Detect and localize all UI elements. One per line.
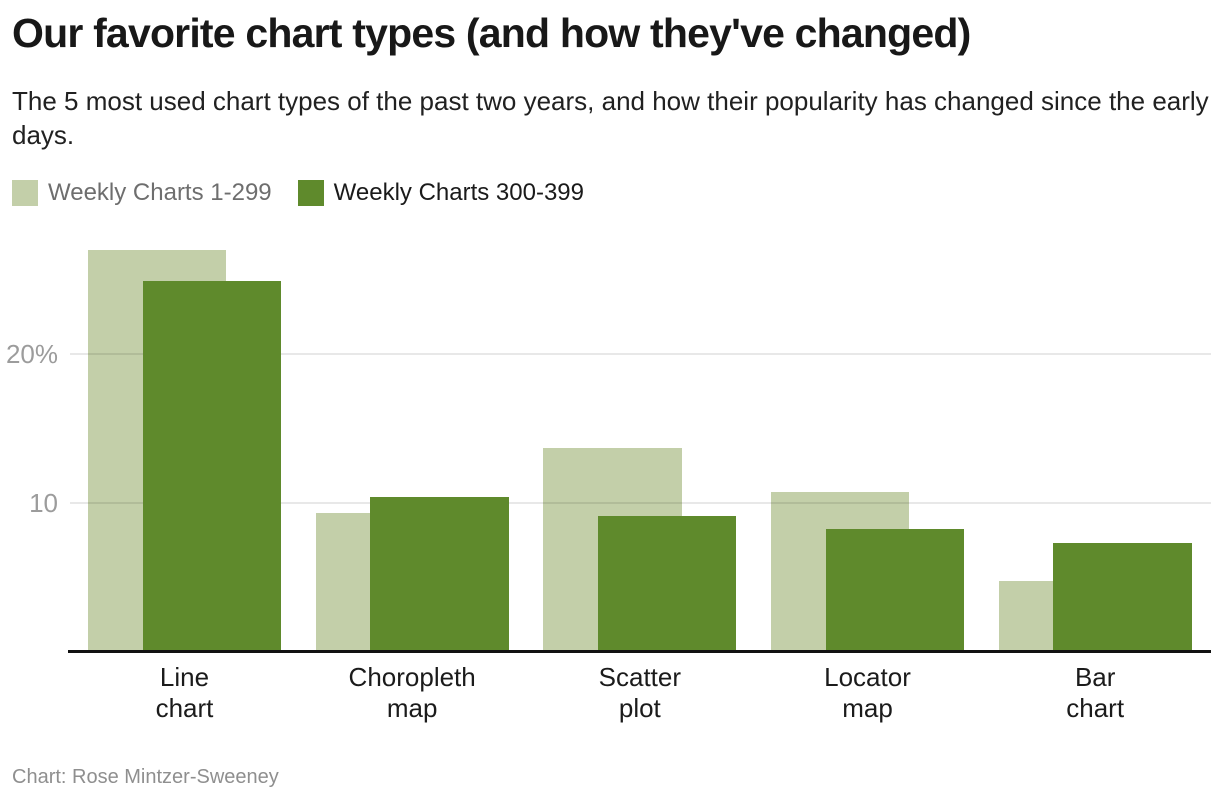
legend-swatch-icon [297,180,324,206]
x-axis-label-choropleth-map: Choropleth map [302,662,522,724]
x-axis-label-line: Choropleth [348,662,476,692]
y-axis-tick-label: 20% [5,339,58,369]
x-axis-label-line: Scatter [598,662,682,692]
chart-title: Our favorite chart types (and how they'v… [12,10,971,56]
bar-weekly-charts-300-399-choropleth-map [370,496,509,651]
x-axis-label-locator-map: Locator map [758,662,978,724]
x-axis-label-scatter-plot: Scatter plot [530,662,750,724]
bar-weekly-charts-300-399-bar-chart [1053,542,1192,651]
legend-label: Weekly Charts 300-399 [333,179,585,206]
legend-swatch-icon [12,180,38,206]
bar-weekly-charts-300-399-line-chart [142,281,281,651]
x-axis-label-line: Locator [824,662,911,692]
gridline-10 [70,501,1211,504]
x-axis-label-line: plot [618,693,661,723]
chart-subtitle: The 5 most used chart types of the past … [12,86,1209,150]
x-axis-label-line: map [386,693,438,723]
x-axis-label-line-chart: Line chart [75,662,295,724]
bar-weekly-charts-300-399-scatter-plot [598,515,737,651]
x-axis-line [68,650,1211,653]
legend: Weekly Charts 1-299 Weekly Charts 300-399 [12,179,610,207]
x-axis-label-line: Line [159,662,210,692]
gridline-20 [70,353,1211,355]
x-axis-label-bar-chart: Bar chart [985,662,1205,724]
x-axis-label-line: chart [1066,693,1125,723]
bar-weekly-charts-300-399-locator-map [825,529,964,651]
legend-item-0: Weekly Charts 1-299 [12,179,272,207]
x-axis-label-line: map [842,693,893,723]
legend-label: Weekly Charts 1-299 [48,179,272,206]
chart-credit: Chart: Rose Mintzer-Sweeney [12,766,279,788]
x-axis-label-line: chart [155,693,214,723]
y-axis-tick-label: 10 [29,487,58,518]
legend-item-1: Weekly Charts 300-399 [297,179,585,207]
x-axis-label-line: Bar [1074,662,1116,692]
